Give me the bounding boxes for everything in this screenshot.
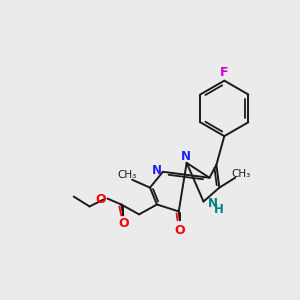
Text: O: O	[95, 193, 106, 206]
Text: N: N	[152, 164, 162, 177]
Text: H: H	[213, 203, 223, 216]
Text: N: N	[207, 197, 218, 210]
Text: N: N	[181, 150, 191, 164]
Text: O: O	[174, 224, 185, 237]
Text: F: F	[220, 66, 229, 79]
Text: O: O	[118, 217, 129, 230]
Text: CH₃: CH₃	[118, 170, 137, 180]
Text: CH₃: CH₃	[232, 169, 251, 179]
